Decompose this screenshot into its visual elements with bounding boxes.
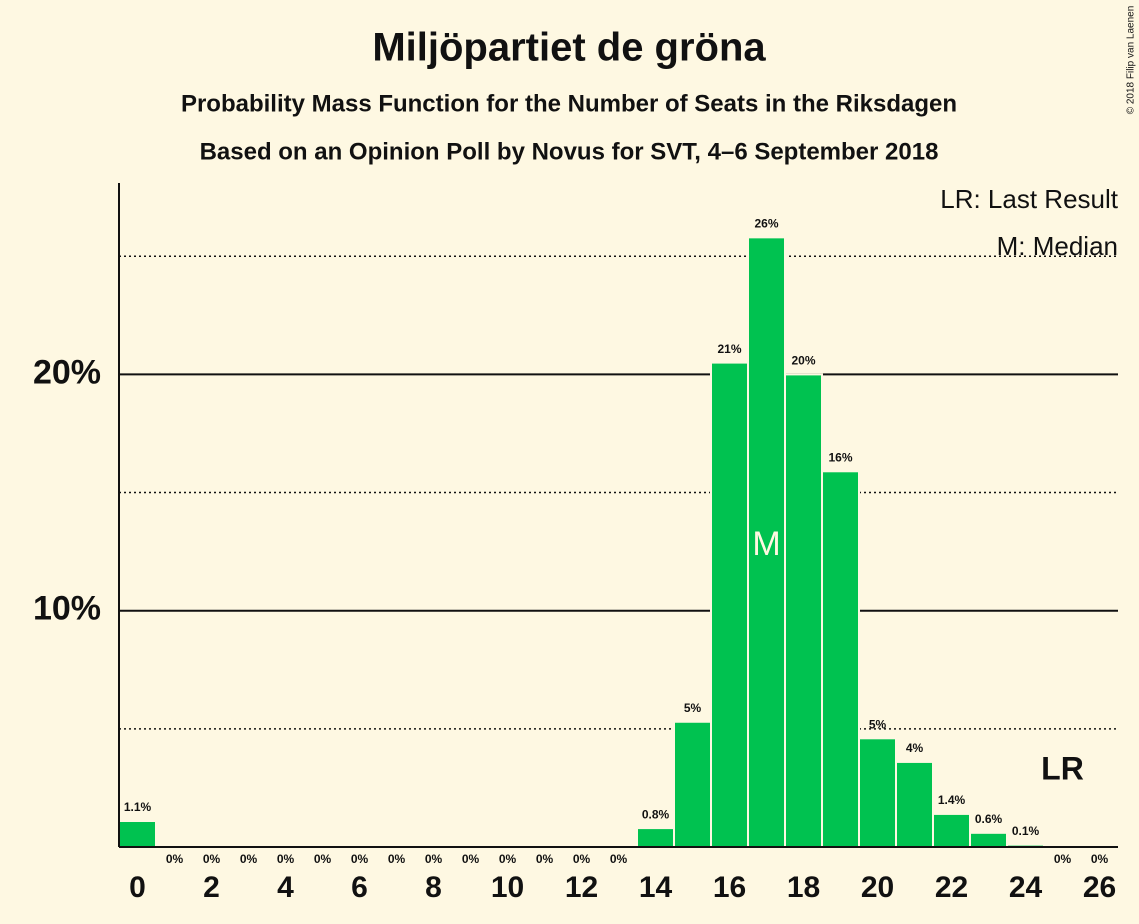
value-label: 0% (462, 852, 480, 866)
x-tick-label: 4 (277, 871, 294, 904)
value-label: 0% (499, 852, 517, 866)
copyright: © 2018 Filip van Laenen (1126, 6, 1137, 115)
value-label: 20% (791, 354, 815, 368)
value-label: 0% (351, 852, 369, 866)
x-tick-label: 10 (491, 871, 524, 904)
x-tick-label: 22 (935, 871, 968, 904)
value-label: 5% (684, 701, 702, 715)
x-tick-label: 2 (203, 871, 220, 904)
bar (821, 470, 860, 848)
value-label: 26% (754, 217, 778, 231)
x-tick-label: 24 (1009, 871, 1043, 904)
value-label: 5% (869, 717, 887, 731)
median-marker: M (752, 525, 780, 563)
x-tick-label: 0 (129, 871, 146, 904)
x-tick-label: 18 (787, 871, 820, 904)
bar (784, 373, 823, 848)
value-label: 0% (536, 852, 554, 866)
bar (636, 827, 675, 848)
bar (673, 720, 712, 848)
legend-median: M: Median (997, 231, 1118, 261)
value-label: 1.4% (938, 793, 966, 807)
x-tick-label: 6 (351, 871, 368, 904)
value-label: 0% (388, 852, 406, 866)
value-label: 0% (203, 852, 221, 866)
value-label: 0% (1054, 852, 1072, 866)
bar (858, 737, 897, 848)
value-label: 0% (277, 852, 295, 866)
y-tick-label: 20% (33, 353, 101, 391)
value-label: 0% (1091, 852, 1109, 866)
x-tick-label: 8 (425, 871, 442, 904)
value-label: 0.1% (1012, 824, 1040, 838)
last-result-marker: LR (1041, 750, 1084, 786)
chart-subtitle-2: Based on an Opinion Poll by Novus for SV… (200, 138, 939, 165)
x-tick-label: 14 (639, 871, 673, 904)
value-label: 0.8% (642, 807, 670, 821)
value-label: 1.1% (124, 800, 152, 814)
bar (895, 760, 934, 848)
bar (969, 831, 1008, 849)
chart-subtitle: Probability Mass Function for the Number… (181, 90, 957, 117)
value-label: 0% (425, 852, 443, 866)
value-label: 0% (240, 852, 258, 866)
bar (710, 361, 749, 848)
x-tick-label: 16 (713, 871, 746, 904)
x-tick-label: 26 (1083, 871, 1116, 904)
value-label: 0% (314, 852, 332, 866)
value-label: 4% (906, 741, 924, 755)
value-label: 0% (610, 852, 628, 866)
x-tick-label: 20 (861, 871, 894, 904)
chart-title: Miljöpartiet de gröna (372, 26, 766, 70)
x-tick-label: 12 (565, 871, 598, 904)
value-label: 16% (828, 450, 852, 464)
bar (932, 812, 971, 849)
value-label: 0% (166, 852, 184, 866)
legend-last-result: LR: Last Result (940, 184, 1119, 214)
bar (118, 820, 157, 849)
value-label: 21% (717, 342, 741, 356)
value-label: 0.6% (975, 812, 1003, 826)
y-tick-label: 10% (33, 590, 101, 628)
value-label: 0% (573, 852, 591, 866)
